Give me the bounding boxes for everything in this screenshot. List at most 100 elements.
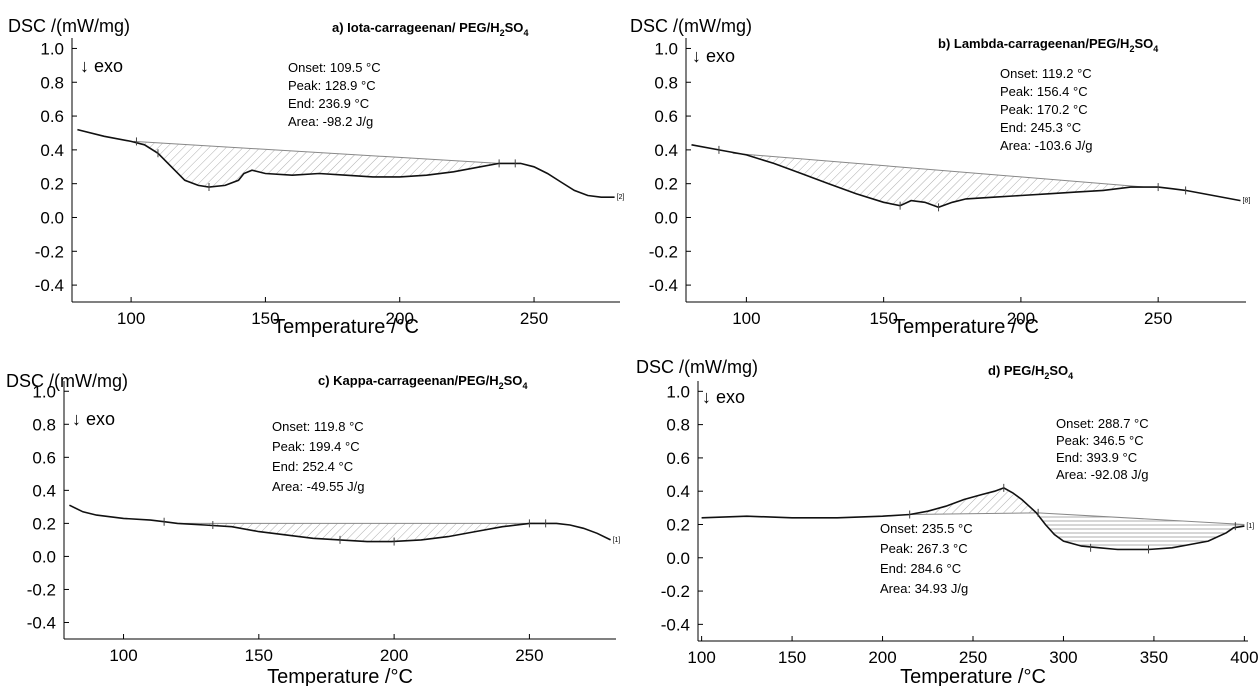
y-tick-label: 0.0 bbox=[666, 549, 690, 568]
curve-tag: [2] bbox=[617, 194, 625, 201]
x-tick-label: 150 bbox=[778, 648, 806, 667]
integrated-peak-area bbox=[732, 153, 1145, 208]
x-axis-label: Temperature /°C bbox=[900, 666, 1046, 686]
y-tick-label: -0.4 bbox=[35, 276, 64, 295]
y-tick-label: -0.2 bbox=[661, 582, 690, 601]
y-tick-label: 0.0 bbox=[40, 208, 64, 227]
peak-baseline bbox=[732, 152, 1145, 188]
peak-annotation: Onset: 119.2 °C bbox=[1000, 66, 1092, 81]
y-axis-label: DSC /(mW/mg) bbox=[8, 16, 130, 36]
exo-direction-label: ↓ exo bbox=[692, 46, 735, 66]
x-axis-label: Temperature /°C bbox=[267, 666, 413, 686]
y-tick-label: -0.4 bbox=[661, 615, 690, 634]
x-tick-label: 150 bbox=[245, 646, 273, 665]
y-tick-label: 0.6 bbox=[666, 449, 690, 468]
peak-annotation: Area: -98.2 J/g bbox=[288, 114, 373, 129]
integrated-peak-area bbox=[133, 141, 500, 188]
y-tick-label: 0.8 bbox=[654, 73, 678, 92]
y-tick-label: 0.2 bbox=[40, 175, 64, 194]
x-tick-label: 250 bbox=[1144, 309, 1172, 328]
peak-annotation-2: Peak: 267.3 °C bbox=[880, 541, 968, 556]
y-tick-label: 0.4 bbox=[654, 141, 678, 160]
chart-title: b) Lambda-carrageenan/PEG/H2SO4 bbox=[938, 36, 1158, 54]
dsc-curve bbox=[69, 504, 611, 543]
y-tick-label: -0.2 bbox=[649, 242, 678, 261]
peak-baseline bbox=[1038, 512, 1245, 525]
dsc-curve bbox=[701, 487, 1245, 551]
peak-annotation: Peak: 170.2 °C bbox=[1000, 102, 1088, 117]
x-tick-label: 100 bbox=[109, 646, 137, 665]
chart-b-svg: 1.0 0.8 0.6 0.4 0.2 0.0 -0.2 -0.4 100 150 200 250 DS… bbox=[630, 16, 1251, 338]
exo-direction-label: ↓ exo bbox=[80, 56, 123, 76]
y-tick-label: 0.8 bbox=[32, 415, 56, 434]
x-axis-label: Temperature /°C bbox=[893, 316, 1039, 338]
y-tick-label: -0.2 bbox=[35, 242, 64, 261]
peak-annotation: End: 393.9 °C bbox=[1056, 450, 1137, 465]
chart-title: a) Iota-carrageenan/ PEG/H2SO4 bbox=[332, 20, 528, 38]
x-tick-label: 400 bbox=[1230, 648, 1258, 667]
peak-annotation: Onset: 288.7 °C bbox=[1056, 416, 1149, 431]
x-tick-label: 100 bbox=[687, 648, 715, 667]
peak-baseline bbox=[909, 512, 1039, 515]
y-axis-label: DSC /(mW/mg) bbox=[6, 371, 128, 391]
x-tick-label: 200 bbox=[386, 309, 414, 328]
peak-annotation: Peak: 128.9 °C bbox=[288, 78, 376, 93]
peak-annotation: Peak: 199.4 °C bbox=[272, 439, 360, 454]
chart-title: c) Kappa-carrageenan/PEG/H2SO4 bbox=[318, 373, 527, 391]
x-tick-label: 250 bbox=[520, 309, 548, 328]
y-tick-label: 1.0 bbox=[32, 382, 56, 401]
y-tick-label: 1.0 bbox=[654, 39, 678, 58]
y-tick-label: 0.2 bbox=[654, 175, 678, 194]
peak-annotation: Peak: 346.5 °C bbox=[1056, 433, 1144, 448]
dsc-curve bbox=[77, 128, 615, 198]
chart-title: d) PEG/H2SO4 bbox=[988, 363, 1073, 381]
y-tick-label: 0.4 bbox=[40, 141, 64, 160]
x-tick-label: 350 bbox=[1140, 648, 1168, 667]
integrated-peak-area bbox=[177, 523, 535, 542]
y-tick-label: 0.2 bbox=[32, 514, 56, 533]
x-tick-label: 200 bbox=[1007, 309, 1035, 328]
curve-tag: [1] bbox=[1246, 523, 1254, 530]
peak-annotation: Peak: 156.4 °C bbox=[1000, 84, 1088, 99]
exo-direction-label: ↓ exo bbox=[702, 387, 745, 407]
y-tick-label: 0.8 bbox=[666, 416, 690, 435]
y-tick-label: -0.4 bbox=[27, 613, 56, 632]
y-tick-label: 0.6 bbox=[32, 448, 56, 467]
y-tick-label: 0.4 bbox=[32, 481, 56, 500]
x-tick-label: 250 bbox=[515, 646, 543, 665]
y-tick-label: -0.4 bbox=[649, 276, 678, 295]
y-tick-label: 0.4 bbox=[666, 482, 690, 501]
chart-c-svg: 1.0 0.8 0.6 0.4 0.2 0.0 -0.2 -0.4 100 150 200 250 DS… bbox=[6, 371, 621, 686]
dsc-curve bbox=[691, 144, 1241, 209]
x-tick-label: 100 bbox=[732, 309, 760, 328]
peak-baseline bbox=[133, 140, 500, 164]
dsc-chart-a: 1.0 0.8 0.6 0.4 0.2 0.0 -0.2 -0.4 100 150 200 250 DS… bbox=[0, 0, 630, 343]
peak-annotation: Area: -103.6 J/g bbox=[1000, 138, 1093, 153]
peak-annotation: End: 245.3 °C bbox=[1000, 120, 1081, 135]
y-tick-label: -0.2 bbox=[27, 580, 56, 599]
chart-d-svg: 1.0 0.8 0.6 0.4 0.2 0.0 -0.2 -0.4 100 150 200 250 30… bbox=[636, 357, 1258, 686]
y-axis-label: DSC /(mW/mg) bbox=[636, 357, 758, 377]
x-tick-label: 250 bbox=[959, 648, 987, 667]
peak-annotation: Area: -92.08 J/g bbox=[1056, 467, 1149, 482]
peak-annotation: End: 252.4 °C bbox=[272, 459, 353, 474]
peak-annotation-2: Onset: 235.5 °C bbox=[880, 521, 973, 536]
y-tick-label: 0.6 bbox=[40, 107, 64, 126]
dsc-chart-d: 1.0 0.8 0.6 0.4 0.2 0.0 -0.2 -0.4 100 150 200 250 30… bbox=[630, 343, 1258, 686]
curve-tag: [8] bbox=[1243, 198, 1251, 205]
curve-tag: [1] bbox=[613, 537, 621, 544]
peak-annotation: End: 236.9 °C bbox=[288, 96, 369, 111]
y-tick-label: 0.8 bbox=[40, 73, 64, 92]
peak-annotation: Onset: 119.8 °C bbox=[272, 419, 364, 434]
dsc-chart-c: 1.0 0.8 0.6 0.4 0.2 0.0 -0.2 -0.4 100 150 200 250 DS… bbox=[0, 343, 630, 686]
y-tick-label: 0.0 bbox=[32, 547, 56, 566]
y-tick-label: 0.2 bbox=[666, 515, 690, 534]
y-tick-label: 0.0 bbox=[654, 208, 678, 227]
exo-direction-label: ↓ exo bbox=[72, 409, 115, 429]
x-tick-label: 200 bbox=[380, 646, 408, 665]
x-tick-label: 150 bbox=[251, 309, 279, 328]
peak-annotation-2: Area: 34.93 J/g bbox=[880, 581, 968, 596]
y-tick-label: 0.6 bbox=[654, 107, 678, 126]
dsc-chart-b: 1.0 0.8 0.6 0.4 0.2 0.0 -0.2 -0.4 100 150 200 250 DS… bbox=[630, 0, 1258, 343]
chart-a-svg: 1.0 0.8 0.6 0.4 0.2 0.0 -0.2 -0.4 100 150 200 250 DS… bbox=[8, 16, 625, 338]
